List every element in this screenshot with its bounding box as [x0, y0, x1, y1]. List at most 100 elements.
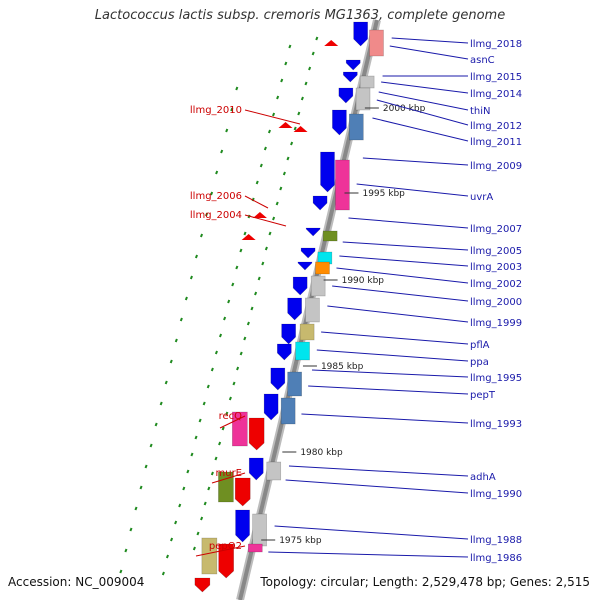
reverse-cds-block [287, 371, 302, 397]
gc-content-dash [206, 384, 210, 389]
gc-outer-dash [210, 191, 214, 196]
gene-label: llmg_1999 [470, 318, 522, 329]
gc-outer-dash [184, 296, 188, 301]
forward-cds-arrow [270, 367, 286, 391]
small-reverse-feature [241, 234, 256, 240]
gene-label: llmg_1995 [470, 373, 522, 384]
gc-outer-dash [164, 380, 168, 385]
left-strand-feature [201, 537, 218, 575]
accession-text: Accession: NC_009004 [8, 575, 145, 589]
gc-skew-dash [308, 66, 312, 71]
gc-content-dash [259, 163, 263, 168]
left-strand-feature [218, 543, 234, 579]
gc-skew-dash [246, 321, 250, 326]
small-reverse-feature [293, 126, 308, 132]
gc-skew-dash [297, 111, 301, 116]
label-leader-line [362, 157, 469, 166]
topology-text: Topology: circular; Length: 2,529,478 bp… [260, 575, 590, 589]
label-leader-line [378, 91, 469, 111]
gc-skew-dash [200, 516, 204, 521]
gc-outer-dash [199, 233, 204, 238]
gc-outer-dash [189, 275, 193, 280]
gene-label: uvrA [470, 192, 493, 203]
kbp-label: 1985 kbp [321, 362, 364, 372]
gc-content-dash [202, 401, 206, 406]
gene-label: llmg_2014 [470, 89, 522, 100]
gc-outer-dash [159, 401, 163, 406]
gc-skew-dash [228, 396, 232, 401]
gc-content-dash [272, 112, 276, 117]
gc-content-dash [243, 231, 247, 236]
gc-content-dash [178, 503, 182, 508]
label-leader-line [274, 525, 469, 540]
gc-content-dash [186, 469, 190, 474]
gene-label: llmg_2010 [190, 105, 242, 116]
kbp-label: 1995 kbp [362, 189, 405, 199]
gene-label: llmg_1990 [470, 489, 522, 500]
reverse-cds-block [252, 513, 267, 547]
label-leader-line [332, 285, 469, 302]
label-leader-line [381, 81, 469, 94]
gc-skew-dash [221, 426, 225, 431]
gene-label: llmg_2005 [470, 246, 522, 257]
gene-label: llmg_2012 [470, 121, 522, 132]
gene-label: llmg_2006 [190, 191, 242, 202]
gene-label: llmg_2000 [470, 297, 522, 308]
gc-skew-dash [257, 276, 261, 281]
forward-cds-arrow [343, 71, 358, 83]
gc-outer-dash [174, 338, 178, 343]
gene-label: llmg_2002 [470, 279, 522, 290]
gc-content-dash [284, 61, 288, 66]
gc-skew-dash [272, 216, 276, 221]
forward-cds-arrow [345, 59, 361, 71]
gc-skew-dash [290, 141, 294, 146]
gc-skew-dash [236, 366, 240, 371]
gc-skew-dash [239, 351, 243, 356]
left-strand-feature [194, 577, 211, 593]
reverse-cds-block [369, 29, 384, 57]
gc-outer-dash [129, 527, 133, 532]
gene-label: pepT [470, 390, 496, 401]
left-strand-feature [248, 417, 265, 451]
reverse-cds-block [266, 461, 282, 481]
gene-label: llmg_1988 [470, 535, 522, 546]
label-leader-line [288, 465, 469, 477]
gene-label: llmg_2007 [470, 224, 522, 235]
gc-skew-dash [192, 546, 196, 551]
label-leader-line [211, 472, 246, 484]
gc-skew-dash [304, 81, 308, 86]
gc-skew-dash [264, 246, 268, 251]
small-reverse-feature [324, 40, 339, 46]
label-leader-line [327, 305, 469, 323]
label-leader-line [372, 117, 469, 142]
label-leader-line [311, 369, 469, 378]
label-leader-line [244, 195, 269, 209]
gc-outer-dash [235, 86, 239, 91]
gc-content-dash [255, 180, 259, 185]
gene-label: llmg_1993 [470, 419, 522, 430]
gc-skew-dash [286, 156, 290, 161]
gene-label: llmg_2003 [470, 262, 522, 273]
gc-outer-dash [119, 569, 123, 574]
gc-outer-dash [220, 149, 224, 154]
gene-label: pepO2 [209, 541, 242, 552]
label-leader-line [391, 37, 469, 44]
gc-skew-dash [214, 456, 218, 461]
gc-content-dash [194, 435, 198, 440]
gc-outer-dash [134, 506, 138, 511]
gc-content-dash [239, 248, 243, 253]
gc-skew-dash [268, 231, 272, 236]
label-leader-line [339, 255, 469, 267]
gc-skew-dash [225, 411, 229, 416]
gene-label: llmg_2018 [470, 39, 522, 50]
gc-content-dash [227, 299, 231, 304]
gc-outer-dash [124, 548, 128, 553]
gene-label: asnC [470, 55, 495, 66]
label-leader-line [219, 415, 246, 429]
gc-skew-dash [196, 531, 200, 536]
gc-content-dash [174, 520, 178, 525]
gc-skew-dash [254, 291, 258, 296]
left-strand-feature [234, 477, 251, 507]
forward-cds-arrow [248, 457, 264, 481]
gc-outer-dash [154, 422, 158, 427]
